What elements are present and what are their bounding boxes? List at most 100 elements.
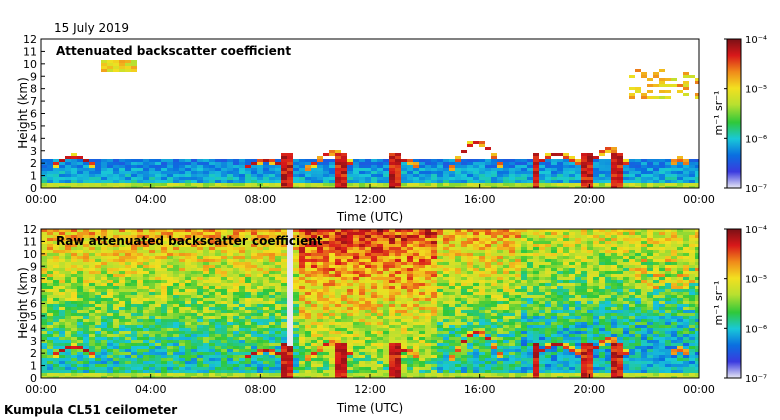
heatmap-cell — [527, 265, 533, 268]
heatmap-cell — [173, 328, 179, 331]
heatmap-cell — [215, 241, 221, 244]
heatmap-cell — [581, 295, 587, 298]
heatmap-cell — [629, 319, 635, 322]
heatmap-cell — [167, 304, 173, 307]
heatmap-cell — [263, 165, 269, 168]
heatmap-cell — [287, 247, 293, 250]
heatmap-cell — [215, 229, 221, 232]
heatmap-cell — [371, 271, 377, 274]
heatmap-cell — [551, 313, 557, 316]
heatmap-cell — [329, 165, 335, 168]
heatmap-cell — [689, 271, 695, 274]
heatmap-cell — [41, 262, 47, 265]
heatmap-cell — [569, 241, 575, 244]
heatmap-cell — [539, 310, 545, 313]
heatmap-cell — [233, 168, 239, 171]
heatmap-cell — [209, 235, 215, 238]
heatmap-cell — [155, 241, 161, 244]
heatmap-cell — [353, 177, 359, 180]
heatmap-cell — [689, 262, 695, 265]
heatmap-cell — [581, 307, 587, 310]
heatmap-cell — [287, 313, 293, 316]
heatmap-cell — [413, 301, 419, 304]
heatmap-cell — [263, 286, 269, 289]
heatmap-cell — [119, 268, 125, 271]
heatmap-cell — [275, 301, 281, 304]
heatmap-cell — [437, 235, 443, 238]
heatmap-cell — [551, 325, 557, 328]
heatmap-cell — [479, 325, 485, 328]
heatmap-cell — [449, 262, 455, 265]
heatmap-cell — [695, 250, 699, 253]
heatmap-cell — [395, 316, 401, 319]
heatmap-cell — [221, 280, 227, 283]
heatmap-cell — [503, 165, 509, 168]
heatmap-cell — [323, 253, 329, 256]
heatmap-cell — [581, 292, 587, 295]
heatmap-cell — [527, 259, 533, 262]
heatmap-cell — [611, 174, 617, 177]
heatmap-cell — [545, 253, 551, 256]
heatmap-cell — [137, 168, 143, 171]
heatmap-cell — [227, 277, 233, 280]
heatmap-cell — [203, 171, 209, 174]
heatmap-cell — [149, 286, 155, 289]
heatmap-cell — [635, 313, 641, 316]
heatmap-cell — [149, 165, 155, 168]
heatmap-cell — [47, 286, 53, 289]
heatmap-cell — [353, 289, 359, 292]
heatmap-cell — [239, 241, 245, 244]
heatmap-cell — [527, 171, 533, 174]
heatmap-cell — [695, 81, 699, 84]
heatmap-cell — [191, 322, 197, 325]
heatmap-cell — [377, 298, 383, 301]
heatmap-cell — [299, 241, 305, 244]
heatmap-cell — [587, 298, 593, 301]
heatmap-cell — [365, 241, 371, 244]
heatmap-cell — [623, 244, 629, 247]
heatmap-cell — [131, 256, 137, 259]
heatmap-cell — [167, 165, 173, 168]
heatmap-cell — [89, 259, 95, 262]
heatmap-cell — [515, 177, 521, 180]
heatmap-cell — [581, 259, 587, 262]
heatmap-cell — [347, 159, 353, 162]
heatmap-cell — [581, 241, 587, 244]
heatmap-cell — [83, 295, 89, 298]
heatmap-cell — [491, 241, 497, 244]
heatmap-cell — [299, 304, 305, 307]
heatmap-cell — [671, 229, 677, 232]
heatmap-cell — [281, 156, 287, 159]
heatmap-cell — [179, 289, 185, 292]
heatmap-cell — [509, 259, 515, 262]
heatmap-cell — [203, 328, 209, 331]
heatmap-cell — [677, 238, 683, 241]
heatmap-cell — [167, 280, 173, 283]
heatmap-cell — [443, 289, 449, 292]
heatmap-cell — [515, 174, 521, 177]
heatmap-cell — [587, 313, 593, 316]
heatmap-cell — [299, 232, 305, 235]
heatmap-cell — [161, 268, 167, 271]
heatmap-cell — [59, 186, 65, 188]
heatmap-cell — [65, 325, 71, 328]
heatmap-cell — [371, 286, 377, 289]
heatmap-cell — [59, 268, 65, 271]
heatmap-cell — [467, 259, 473, 262]
heatmap-cell — [485, 319, 491, 322]
heatmap-cell — [107, 159, 113, 162]
heatmap-cell — [491, 274, 497, 277]
heatmap-cell — [401, 325, 407, 328]
heatmap-cell — [521, 316, 527, 319]
heatmap-cell — [473, 286, 479, 289]
heatmap-cell — [677, 180, 683, 183]
heatmap-cell — [95, 265, 101, 268]
y-tick-label: 7 — [30, 95, 37, 108]
heatmap-cell — [173, 283, 179, 286]
heatmap-cell — [671, 174, 677, 177]
heatmap-cell — [629, 301, 635, 304]
heatmap-cell — [395, 262, 401, 265]
heatmap-cell — [221, 322, 227, 325]
heatmap-cell — [545, 298, 551, 301]
heatmap-cell — [155, 268, 161, 271]
